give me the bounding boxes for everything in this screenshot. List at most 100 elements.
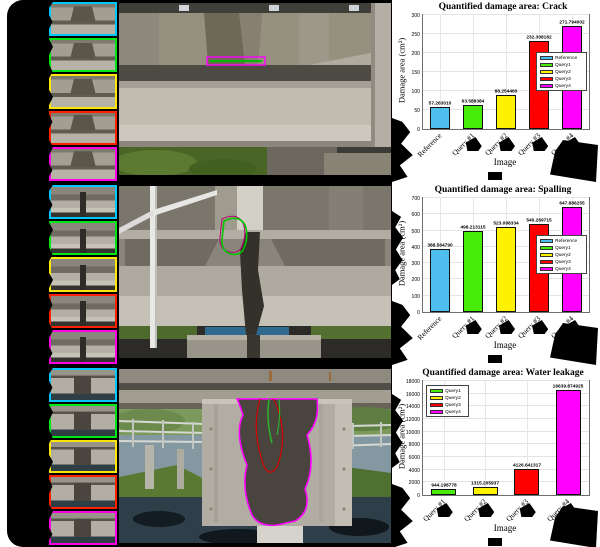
- gridline: [423, 468, 589, 470]
- thumbnail: [49, 257, 117, 292]
- legend-label: Query1: [445, 388, 461, 393]
- bridge-photo-spalling: [119, 186, 391, 358]
- legend-swatch: [540, 266, 553, 271]
- bar-query-1: [462, 230, 483, 312]
- bar-reference: [429, 248, 450, 312]
- legend: Reference Query1 Query2 Query3 Query4: [536, 235, 587, 274]
- decorative-black-blob: [488, 355, 502, 363]
- thumbnail: [49, 2, 117, 37]
- gridline: [439, 15, 441, 129]
- decorative-black-blob: [532, 137, 549, 151]
- y-tick-label: 10000: [405, 430, 420, 436]
- thumbnail: [49, 185, 117, 220]
- legend-swatch: [540, 55, 553, 60]
- bar-value-label: 498.213115: [460, 225, 486, 230]
- thumbnail: [49, 511, 117, 545]
- legend-label: Query4: [445, 409, 461, 414]
- y-tick-label: 6000: [408, 455, 420, 461]
- gridline: [423, 481, 589, 483]
- decorative-black-blob: [478, 503, 495, 517]
- legend-entry: Query2: [540, 68, 583, 75]
- legend-label: Query2: [555, 252, 571, 257]
- bar-value-label: 647.886255: [559, 200, 586, 206]
- legend-entry: Reference: [540, 237, 583, 244]
- bar-value-label: 1315.205937: [471, 480, 500, 486]
- decorative-black-blob: [488, 538, 502, 546]
- bar-value-label: 4126.641317: [512, 463, 541, 468]
- legend-label: Query2: [445, 395, 461, 400]
- y-tick-label: 300: [411, 261, 420, 267]
- legend-label: Query1: [555, 245, 571, 250]
- gridline: [423, 456, 589, 458]
- bar-query-1: [431, 489, 457, 495]
- legend-entry: Query4: [540, 82, 583, 89]
- gridline: [423, 405, 589, 407]
- y-tick-label: 100: [411, 89, 420, 95]
- thumbnail: [49, 74, 117, 109]
- y-tick-label: 600: [411, 212, 420, 218]
- thumbnail: [49, 146, 117, 182]
- y-tick-label: 500: [411, 229, 420, 235]
- legend-swatch: [540, 252, 553, 257]
- decorative-black-blob: [532, 320, 549, 334]
- legend-entry: Query1: [430, 387, 465, 394]
- legend-entry: Query3: [540, 75, 583, 82]
- y-tick-label: 16000: [405, 392, 420, 398]
- decorative-black-blob: [565, 320, 582, 334]
- legend-swatch: [540, 69, 553, 74]
- gridline: [423, 197, 589, 198]
- legend-swatch: [540, 83, 553, 88]
- gridline: [472, 15, 474, 129]
- bar-query-2: [496, 95, 516, 129]
- crack-annotation: [206, 56, 266, 66]
- decorative-black-blob: [488, 172, 502, 180]
- legend: Reference Query1 Query2 Query3 Query4: [536, 52, 587, 91]
- legend-swatch: [540, 238, 553, 243]
- thumbnail: [49, 293, 117, 328]
- bridge-photo-crack-image: [119, 3, 391, 175]
- thumbnail: [49, 439, 117, 474]
- y-tick-label: 8000: [408, 442, 420, 448]
- decorative-black-blob: [499, 320, 515, 334]
- y-tick-label: 200: [411, 51, 420, 57]
- legend-entry: Query1: [540, 244, 583, 251]
- legend-entry: Query2: [540, 251, 583, 258]
- leakage-annotation: [235, 398, 319, 527]
- legend-label: Query2: [555, 69, 571, 74]
- legend-label: Query3: [555, 259, 571, 264]
- thumbnail: [49, 329, 117, 365]
- thumbnail-strip-water-leakage: [49, 368, 117, 545]
- gridline: [423, 443, 589, 445]
- chart-column: Quantified damage area: Crack Damage are…: [392, 0, 600, 547]
- decorative-black-blob: [561, 503, 578, 517]
- y-tick-label: 4000: [408, 468, 420, 474]
- y-tick-label: 14000: [405, 404, 420, 410]
- decorative-black-blob: [499, 137, 515, 151]
- y-tick-label: 18000: [405, 379, 420, 385]
- bar-value-label: 271.794002: [559, 19, 586, 25]
- legend-swatch: [540, 76, 553, 81]
- legend-entry: Query1: [540, 61, 583, 68]
- bar-query-4: [555, 389, 581, 495]
- legend-label: Query3: [555, 76, 571, 81]
- legend-entry: Query3: [430, 401, 465, 408]
- bar-query-2: [472, 486, 498, 495]
- bar-value-label: 88.254460: [494, 89, 518, 95]
- y-tick-label: 0: [417, 127, 420, 133]
- gridline: [423, 14, 589, 15]
- legend-label: Reference: [555, 238, 578, 243]
- thumbnail: [49, 368, 117, 402]
- bar-value-label: 16639.874925: [552, 383, 584, 389]
- gridline: [423, 380, 589, 381]
- thumbnail: [49, 221, 117, 256]
- y-tick-label: 100: [411, 294, 420, 300]
- y-tick-label: 250: [411, 32, 420, 38]
- legend-entry: Reference: [540, 54, 583, 61]
- bridge-photo-water-leakage: [119, 369, 391, 543]
- decorative-black-blob: [465, 320, 482, 334]
- x-axis-label: Image: [493, 157, 517, 167]
- bar-value-label: 388.564790: [426, 242, 453, 248]
- gridline: [506, 15, 507, 129]
- chart-water-leakage: Quantified damage area: Water leakage Da…: [392, 366, 600, 547]
